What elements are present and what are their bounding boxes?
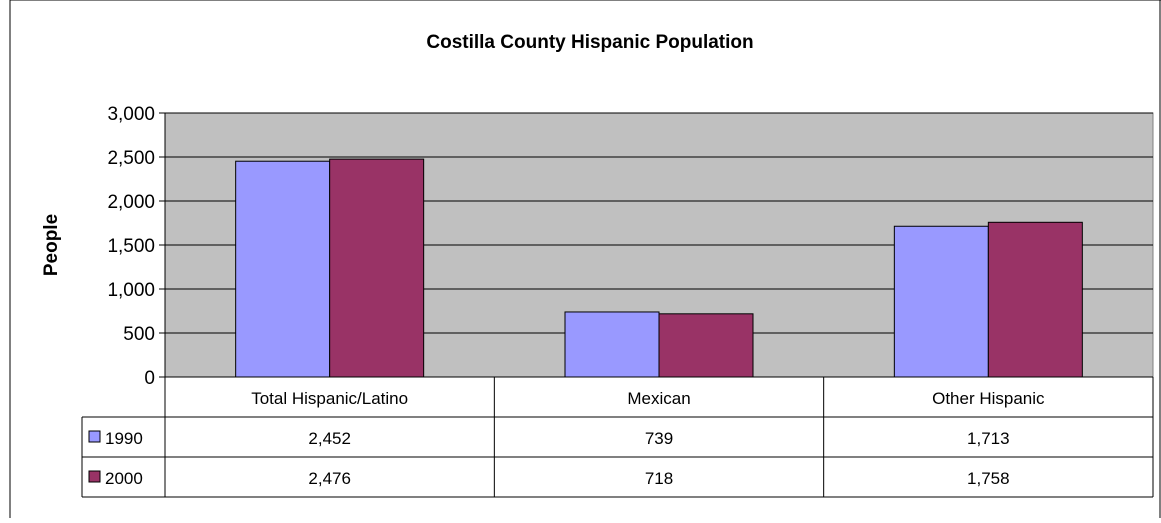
data-label: 2,476 — [308, 469, 351, 488]
y-tick-label: 3,000 — [107, 104, 155, 125]
data-label: 739 — [645, 429, 673, 448]
y-tick-label: 1,000 — [107, 280, 155, 301]
bar-1990-2 — [893, 225, 989, 378]
y-axis: 0 500 1,000 1,500 2,000 2,500 3,000 — [107, 104, 166, 389]
bar-1990-0 — [235, 160, 331, 378]
chart-title: Costilla County Hispanic Population — [426, 32, 753, 53]
y-tick-label: 2,000 — [107, 192, 155, 213]
y-tick-label: 0 — [144, 368, 155, 389]
y-tick-label: 500 — [123, 324, 155, 345]
y-tick-label: 2,500 — [107, 148, 155, 169]
bar-2000-2 — [987, 221, 1083, 378]
legend-key-2000 — [88, 470, 101, 483]
category-label: Other Hispanic — [932, 389, 1045, 408]
legend-key-1990 — [88, 430, 101, 443]
y-tick-label: 1,500 — [107, 236, 155, 257]
data-label: 1,713 — [967, 429, 1010, 448]
y-axis-label: People — [41, 214, 62, 276]
category-label: Total Hispanic/Latino — [251, 389, 408, 408]
legend-label: 2000 — [105, 469, 143, 488]
data-label: 718 — [645, 469, 673, 488]
data-label: 1,758 — [967, 469, 1010, 488]
bar-2000-1 — [658, 313, 754, 378]
bar-2000-0 — [329, 158, 425, 378]
bars — [235, 158, 1083, 378]
legend-label: 1990 — [105, 429, 143, 448]
data-table: Total Hispanic/Latino Mexican Other Hispan… — [81, 376, 1154, 498]
data-label: 2,452 — [308, 429, 351, 448]
category-label: Mexican — [627, 389, 690, 408]
bar-1990-1 — [564, 311, 660, 378]
